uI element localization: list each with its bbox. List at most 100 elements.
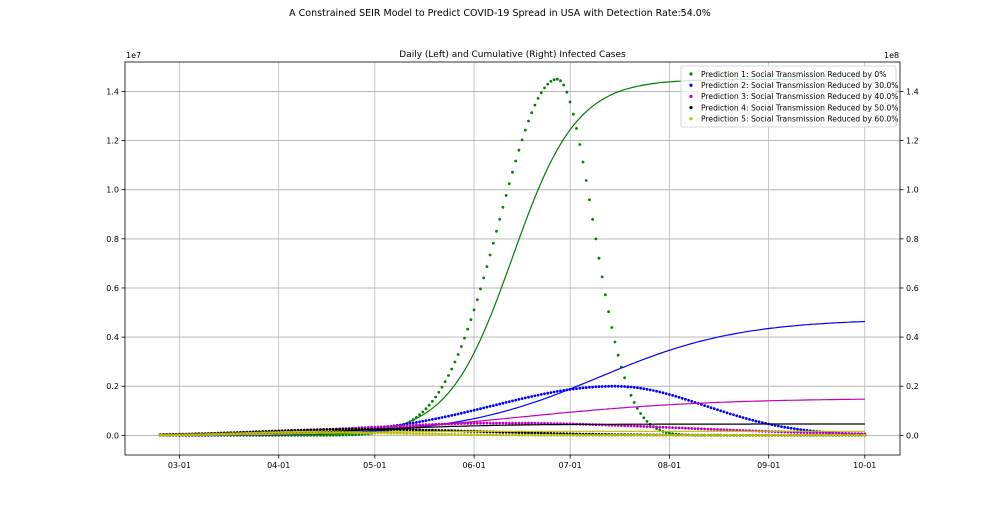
daily-point-4 [527, 431, 530, 435]
daily-point-4 [370, 427, 373, 431]
daily-point-5 [571, 433, 575, 437]
daily-point-1 [623, 376, 626, 380]
daily-point-2 [700, 403, 703, 406]
daily-point-5 [206, 433, 210, 436]
daily-point-3 [812, 431, 815, 435]
daily-point-1 [511, 170, 514, 174]
daily-point-5 [440, 432, 444, 436]
daily-point-5 [783, 433, 787, 437]
daily-point-2 [604, 385, 607, 388]
daily-point-4 [411, 428, 415, 432]
legend-marker [689, 72, 693, 76]
daily-point-5 [674, 433, 678, 437]
daily-point-5 [636, 433, 639, 437]
daily-point-1 [604, 293, 607, 297]
cumulative-line-5 [160, 430, 865, 436]
daily-point-1 [331, 433, 335, 437]
daily-point-3 [431, 423, 434, 426]
chart-title: Daily (Left) and Cumulative (Right) Infe… [399, 50, 626, 60]
daily-point-4 [408, 428, 412, 432]
daily-point-5 [200, 433, 204, 436]
daily-point-5 [760, 433, 764, 437]
daily-point-3 [684, 426, 687, 430]
daily-point-5 [517, 433, 521, 437]
daily-point-5 [520, 433, 524, 437]
daily-point-3 [491, 421, 495, 425]
daily-point-1 [632, 401, 636, 404]
daily-point-1 [501, 205, 505, 209]
daily-point-2 [716, 408, 719, 412]
daily-point-2 [645, 387, 649, 391]
daily-point-5 [258, 431, 261, 435]
daily-point-1 [469, 318, 473, 322]
daily-point-1 [421, 410, 425, 414]
daily-point-3 [437, 422, 441, 426]
daily-point-2 [463, 411, 466, 414]
daily-point-3 [533, 421, 537, 425]
daily-point-3 [427, 423, 431, 426]
legend-label: Prediction 5: Social Transmission Reduce… [701, 115, 899, 124]
daily-point-5 [661, 433, 665, 437]
daily-point-5 [796, 433, 799, 437]
daily-point-4 [424, 428, 428, 432]
plot-area [158, 77, 867, 437]
daily-point-4 [402, 428, 405, 431]
daily-point-1 [418, 413, 421, 417]
legend: Prediction 1: Social Transmission Reduce… [680, 65, 899, 128]
daily-point-5 [415, 432, 418, 436]
daily-point-5 [629, 433, 633, 437]
daily-point-1 [440, 385, 444, 389]
daily-point-4 [373, 427, 377, 431]
daily-point-2 [613, 384, 617, 388]
daily-point-5 [434, 432, 437, 436]
daily-point-5 [216, 432, 220, 436]
daily-point-3 [440, 422, 444, 426]
daily-point-5 [728, 433, 732, 437]
daily-point-2 [722, 410, 726, 414]
legend-label: Prediction 2: Social Transmission Reduce… [701, 81, 899, 90]
daily-point-2 [533, 394, 537, 398]
daily-point-5 [290, 430, 293, 434]
daily-point-5 [466, 433, 470, 436]
daily-point-4 [399, 428, 402, 431]
daily-point-5 [443, 432, 447, 436]
daily-point-2 [459, 411, 463, 415]
daily-point-4 [344, 427, 348, 431]
daily-point-3 [623, 424, 626, 428]
daily-point-5 [270, 431, 274, 434]
daily-point-2 [482, 406, 486, 410]
daily-point-5 [296, 430, 300, 434]
daily-point-2 [623, 385, 626, 388]
daily-point-3 [639, 424, 642, 428]
daily-point-5 [389, 431, 393, 435]
daily-point-1 [338, 433, 341, 437]
daily-point-5 [328, 430, 332, 434]
daily-point-5 [757, 433, 761, 437]
daily-point-1 [443, 380, 447, 383]
daily-point-5 [504, 433, 508, 437]
daily-point-1 [613, 340, 617, 344]
daily-point-1 [354, 433, 357, 436]
daily-point-5 [238, 432, 242, 435]
daily-point-2 [706, 405, 710, 408]
daily-point-1 [642, 416, 646, 420]
daily-point-5 [363, 431, 367, 435]
daily-point-4 [539, 431, 543, 435]
daily-point-5 [527, 433, 530, 437]
daily-point-2 [581, 386, 585, 390]
daily-point-5 [722, 433, 726, 437]
daily-point-2 [450, 414, 454, 417]
daily-point-4 [306, 428, 309, 432]
daily-point-2 [661, 391, 665, 395]
daily-point-5 [741, 433, 745, 437]
daily-point-1 [437, 390, 441, 394]
daily-point-3 [834, 431, 838, 435]
daily-point-2 [639, 386, 642, 390]
daily-point-2 [610, 384, 614, 388]
daily-point-3 [507, 421, 511, 425]
daily-point-1 [607, 310, 610, 314]
daily-point-1 [536, 97, 540, 100]
daily-point-5 [309, 430, 313, 434]
daily-point-4 [357, 427, 361, 431]
daily-point-3 [466, 422, 470, 425]
